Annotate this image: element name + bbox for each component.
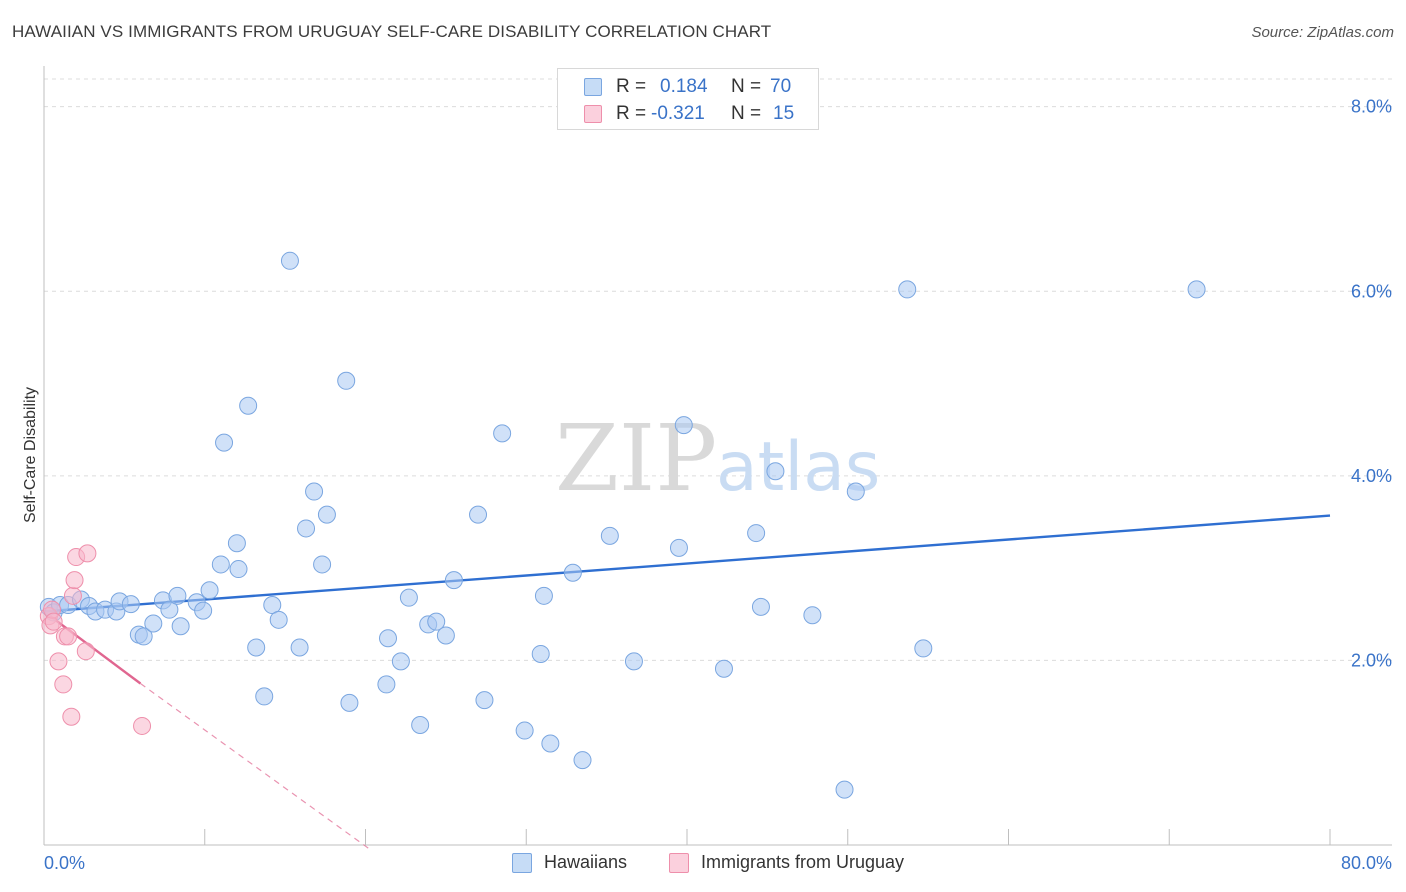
legend-swatch-pink <box>584 105 602 123</box>
data-point-uruguay <box>49 652 68 671</box>
data-point-hawaiians <box>515 721 534 740</box>
data-point-hawaiians <box>168 586 187 605</box>
legend-swatch-blue <box>584 78 602 96</box>
data-point-hawaiians <box>297 519 316 538</box>
legend-r-value: -0.321 <box>651 103 705 124</box>
data-point-uruguay <box>76 642 95 661</box>
data-point-hawaiians <box>239 396 258 415</box>
data-point-hawaiians <box>669 538 688 557</box>
legend-n-label: N = <box>731 76 762 97</box>
data-point-hawaiians <box>227 534 246 553</box>
bottom-legend-label: Hawaiians <box>544 852 628 872</box>
data-point-hawaiians <box>747 524 766 543</box>
data-point-hawaiians <box>803 606 822 625</box>
data-point-hawaiians <box>541 734 560 753</box>
data-point-hawaiians <box>427 612 446 631</box>
data-point-hawaiians <box>399 588 418 607</box>
data-point-hawaiians <box>337 371 356 390</box>
bottom-legend-label: Immigrants from Uruguay <box>701 852 905 872</box>
data-point-uruguay <box>54 675 73 694</box>
data-point-hawaiians <box>573 751 592 770</box>
data-point-hawaiians <box>835 780 854 799</box>
data-point-hawaiians <box>171 617 190 636</box>
data-point-hawaiians <box>160 600 179 619</box>
legend-n-value: 15 <box>773 103 795 124</box>
legend-n-value: 70 <box>770 76 792 97</box>
data-point-hawaiians <box>121 595 140 614</box>
data-point-hawaiians <box>475 691 494 710</box>
data-point-hawaiians <box>144 614 163 633</box>
data-point-uruguay <box>44 612 63 631</box>
data-point-hawaiians <box>846 482 865 501</box>
data-point-hawaiians <box>229 560 248 579</box>
x-tick-label-max: 80.0% <box>1341 853 1392 873</box>
x-tick-label-min: 0.0% <box>44 853 85 873</box>
data-point-uruguay <box>133 716 152 735</box>
data-point-hawaiians <box>313 555 332 574</box>
data-point-hawaiians <box>290 638 309 657</box>
data-point-uruguay <box>62 707 81 726</box>
data-point-uruguay <box>63 586 82 605</box>
data-point-hawaiians <box>600 526 619 545</box>
correlation-legend: R = 0.184 N = 70 R = -0.321 N = 15 <box>557 68 819 130</box>
data-point-hawaiians <box>391 652 410 671</box>
legend-n-label: N = <box>731 103 762 124</box>
bottom-legend-swatch-pink <box>669 853 689 873</box>
data-point-hawaiians <box>444 571 463 590</box>
tick-layer: 2.0% 4.0% 6.0% 8.0% <box>43 97 1392 845</box>
data-point-hawaiians <box>714 659 733 678</box>
data-point-hawaiians <box>531 644 550 663</box>
data-point-hawaiians <box>534 586 553 605</box>
trendline-hawaiians <box>43 514 1331 613</box>
legend-r-value: 0.184 <box>660 76 708 97</box>
data-point-hawaiians <box>469 505 488 524</box>
data-point-uruguay <box>78 544 97 563</box>
data-point-hawaiians <box>255 687 274 706</box>
data-point-hawaiians <box>317 505 336 524</box>
data-point-uruguay <box>65 571 84 590</box>
bottom-legend-swatch-blue <box>512 853 532 873</box>
data-point-hawaiians <box>247 638 266 657</box>
trendline-uruguay-extrapolated <box>140 683 371 851</box>
data-point-hawaiians <box>211 555 230 574</box>
y-tick-label: 8.0% <box>1351 97 1392 117</box>
data-point-hawaiians <box>493 424 512 443</box>
data-point-hawaiians <box>914 639 933 658</box>
y-tick-label: 6.0% <box>1351 281 1392 301</box>
y-tick-label: 2.0% <box>1351 650 1392 670</box>
chart-title: HAWAIIAN VS IMMIGRANTS FROM URUGUAY SELF… <box>12 22 772 41</box>
data-point-uruguay <box>59 627 78 646</box>
data-point-hawaiians <box>766 462 785 481</box>
data-point-hawaiians <box>200 581 219 600</box>
data-point-hawaiians <box>898 280 917 299</box>
data-point-hawaiians <box>563 563 582 582</box>
data-point-hawaiians <box>1187 280 1206 299</box>
y-axis-title: Self-Care Disability <box>22 387 39 523</box>
watermark-zip: ZIP <box>555 405 717 512</box>
data-point-hawaiians <box>436 626 455 645</box>
y-tick-label: 4.0% <box>1351 466 1392 486</box>
data-point-hawaiians <box>379 629 398 648</box>
data-point-hawaiians <box>411 716 430 735</box>
data-point-hawaiians <box>340 693 359 712</box>
legend-r-label: R = <box>616 76 647 97</box>
source-credit: Source: ZipAtlas.com <box>1251 24 1394 41</box>
data-point-hawaiians <box>215 433 234 452</box>
data-point-hawaiians <box>280 251 299 270</box>
data-point-hawaiians <box>194 601 213 620</box>
data-point-hawaiians <box>674 416 693 435</box>
watermark: ZIP atlas <box>555 405 880 512</box>
data-point-hawaiians <box>377 675 396 694</box>
point-layer <box>39 251 1206 799</box>
data-point-hawaiians <box>134 627 153 646</box>
data-point-hawaiians <box>751 597 770 616</box>
axis-layer <box>43 66 1392 846</box>
data-point-hawaiians <box>269 610 288 629</box>
data-point-hawaiians <box>305 482 324 501</box>
data-point-hawaiians <box>624 652 643 671</box>
legend-r-label: R = <box>616 103 647 124</box>
